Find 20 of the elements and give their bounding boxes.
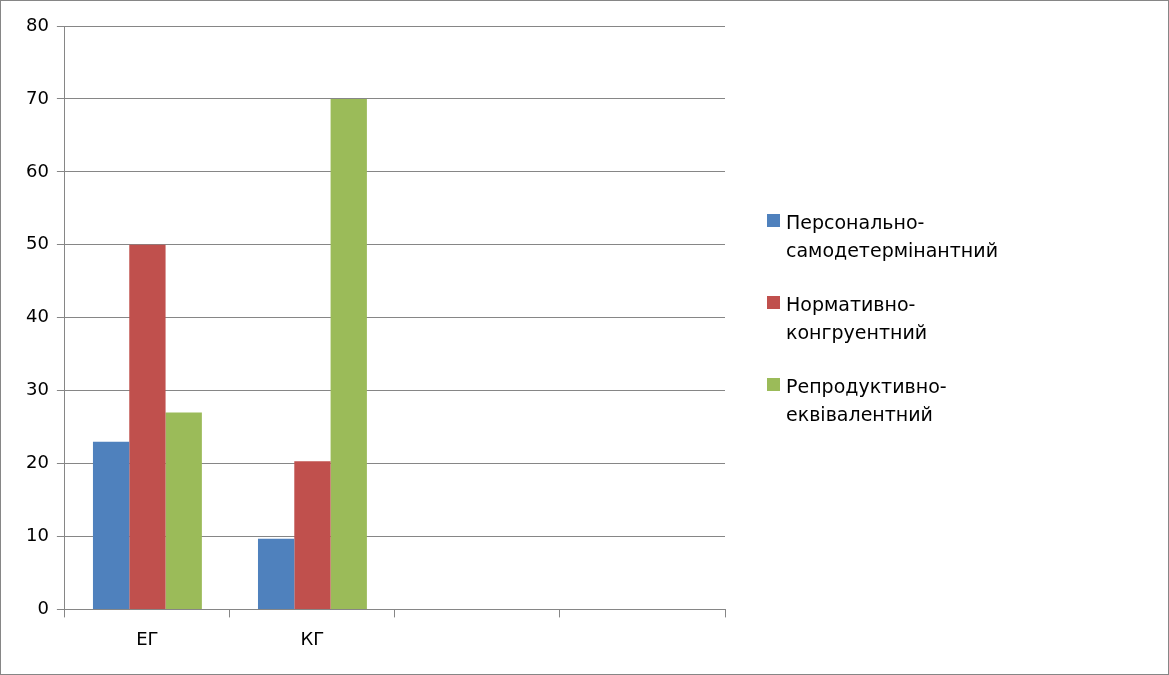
bar [257, 538, 295, 609]
bar [165, 412, 202, 609]
y-tick-label: 30 [26, 378, 49, 400]
y-tick-label: 10 [26, 524, 49, 546]
bar [330, 98, 367, 609]
legend-label: Персонально-самодетермінантний [786, 209, 999, 263]
y-tick-label: 0 [37, 597, 49, 619]
legend-label: Репродуктивно-еквівалентний [786, 373, 948, 427]
y-tick-label: 60 [26, 159, 49, 181]
x-tick-label: КГ [300, 627, 325, 649]
y-tick-label: 80 [26, 13, 49, 35]
legend-label: Нормативно-конгруентний [786, 291, 929, 345]
y-tick-label: 40 [26, 305, 49, 327]
bar [294, 461, 331, 609]
y-tick-label: 70 [26, 86, 49, 108]
x-tick-label: ЕГ [136, 627, 159, 649]
bar [129, 244, 166, 609]
y-tick-label: 50 [26, 232, 49, 254]
y-tick-label: 20 [26, 451, 49, 473]
bar [92, 441, 130, 609]
